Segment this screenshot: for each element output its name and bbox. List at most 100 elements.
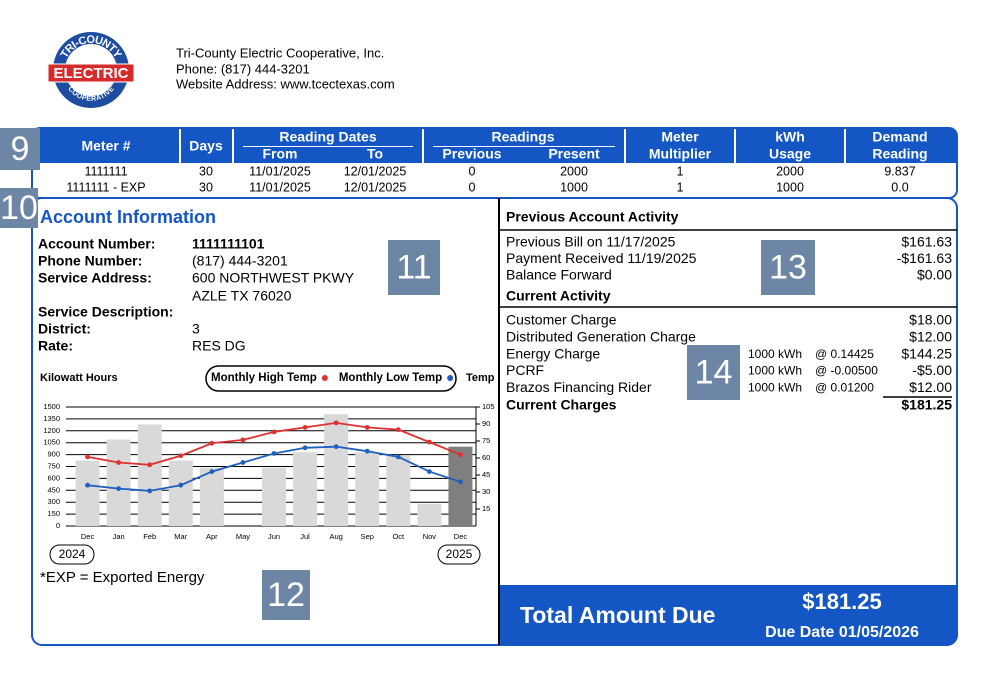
table-header: From — [263, 146, 298, 162]
marker-box — [388, 240, 440, 295]
marker-box — [262, 570, 310, 620]
logo-middle: ELECTRIC — [54, 65, 129, 82]
year-label: 2024 — [59, 547, 86, 561]
temp-point — [116, 460, 122, 465]
temp-point — [426, 439, 432, 445]
table-header: Demand — [872, 129, 927, 145]
charge-amount: $12.00 — [909, 329, 952, 345]
table-cell: 1 — [677, 164, 684, 178]
marker-label: 12 — [267, 576, 305, 614]
y2-tick-label: 75 — [482, 436, 490, 445]
field-label: District: — [38, 321, 91, 337]
section-title: Current Activity — [506, 288, 611, 304]
temp-point — [364, 425, 370, 430]
year-pill — [49, 544, 95, 565]
y2-tick-label: 60 — [482, 453, 490, 462]
table-cell: 1111111 — [84, 164, 127, 178]
table-cell: 11/01/2025 — [249, 164, 311, 178]
table-cell: 12/01/2025 — [344, 164, 407, 178]
charge-label: Energy Charge — [506, 345, 600, 361]
table-header: Previous — [442, 146, 501, 162]
total-label: Total Amount Due — [520, 602, 715, 628]
company-phone: Phone: (817) 444-3201 — [176, 61, 310, 76]
x-tick-label: Aug — [329, 532, 342, 541]
charge-label: PCRF — [506, 362, 544, 378]
charge-kwh: 1000 kWh — [748, 364, 802, 378]
activity-amount: $161.63 — [901, 234, 952, 250]
temp-point — [271, 451, 277, 456]
table-header-bg — [32, 128, 957, 163]
bar — [168, 460, 193, 526]
table-cell: 1000 — [560, 180, 588, 194]
field-label: Account Number: — [38, 236, 155, 252]
table-header: Meter # — [81, 138, 130, 154]
charge-rate: @ 0.01200 — [815, 380, 874, 394]
field-value: 3 — [192, 321, 200, 337]
section-title: Previous Account Activity — [506, 209, 679, 225]
field-label: Service Address: — [38, 270, 152, 286]
bar — [355, 452, 380, 526]
temp-point — [178, 482, 184, 488]
field-value: AZLE TX 76020 — [192, 288, 292, 304]
temp-point — [209, 440, 215, 446]
bar — [293, 452, 318, 526]
table-header: kWh — [775, 129, 805, 145]
temp-point — [209, 469, 215, 474]
main-frame — [31, 197, 958, 646]
temp-point — [333, 444, 339, 450]
y-tick-label: 1500 — [43, 402, 60, 411]
bar — [448, 446, 473, 526]
temp-point — [364, 448, 370, 454]
y-tick-label: 900 — [47, 450, 60, 459]
total-amount: $181.25 — [802, 589, 882, 614]
year-label: 2025 — [446, 547, 473, 561]
marker-label: 13 — [769, 248, 807, 286]
charge-kwh: 1000 kWh — [748, 347, 802, 361]
charge-kwh: 1000 kWh — [748, 380, 802, 394]
y-tick-label: 750 — [47, 461, 60, 470]
table-cell: 1000 — [776, 180, 804, 194]
charge-label: Distributed Generation Charge — [506, 329, 696, 345]
table-header: Readings — [491, 129, 554, 145]
charge-rate: @ 0.14425 — [815, 347, 874, 361]
x-tick-label: Apr — [206, 532, 218, 541]
temp-point — [271, 429, 277, 435]
activity-label: Payment Received 11/19/2025 — [506, 250, 697, 266]
y2-tick-label: 30 — [482, 487, 490, 496]
marker-label: 14 — [695, 353, 733, 391]
charge-amount: $18.00 — [909, 312, 952, 328]
field-label: Phone Number: — [38, 253, 142, 269]
x-tick-label: Jul — [300, 532, 310, 541]
y2-tick-label: 15 — [482, 504, 490, 513]
bar — [199, 467, 224, 526]
field-value: 1111111101 — [192, 236, 265, 252]
legend-label: Monthly High Temp — [211, 372, 317, 384]
temp-point — [147, 462, 153, 468]
y-tick-label: 300 — [47, 497, 60, 506]
charge-rate: @ -0.00500 — [815, 364, 878, 378]
x-tick-label: Jan — [113, 532, 125, 541]
table-header: Usage — [769, 146, 811, 162]
temp-point — [240, 437, 246, 443]
legend-frame — [205, 365, 457, 392]
temp-point — [426, 469, 432, 474]
legend-swatch — [321, 375, 328, 381]
due-date: Due Date 01/05/2026 — [765, 624, 919, 641]
x-tick-label: May — [236, 532, 250, 541]
table-header: To — [367, 146, 383, 162]
x-tick-label: Sep — [361, 532, 374, 541]
temp-point — [85, 482, 90, 488]
note: *EXP = Exported Energy — [40, 569, 205, 586]
y-tick-label: 1200 — [43, 426, 60, 435]
table-cell: 0.0 — [891, 180, 908, 194]
current-total: $181.25 — [901, 397, 952, 413]
temp-point — [116, 486, 122, 491]
temp-point — [178, 453, 184, 459]
activity-label: Balance Forward — [506, 267, 612, 283]
table-cell: 0 — [469, 180, 476, 194]
marker-box — [0, 188, 38, 228]
table-cell: 12/01/2025 — [344, 180, 407, 194]
temp-point — [458, 452, 463, 457]
y-tick-label: 600 — [47, 473, 60, 482]
